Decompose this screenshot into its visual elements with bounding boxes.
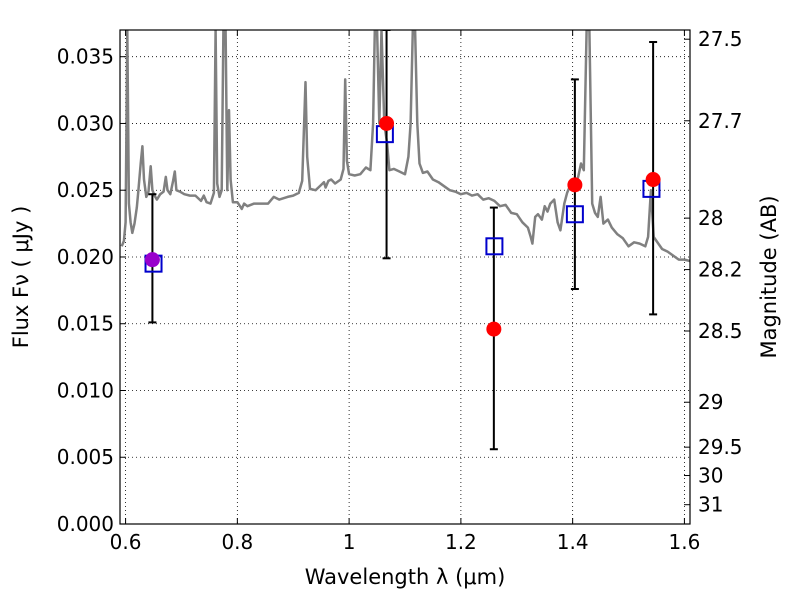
right-tick-label: 28 xyxy=(698,206,723,230)
x-tick-label: 1 xyxy=(343,530,356,554)
observed-point xyxy=(144,252,160,268)
right-tick-label: 27.5 xyxy=(698,27,743,51)
right-tick-label: 31 xyxy=(698,493,723,517)
y-tick-label: 0.030 xyxy=(57,111,114,135)
observed-point xyxy=(379,115,395,131)
right-tick-label: 28.5 xyxy=(698,319,743,343)
x-axis: 0.6 0.8 1 1.2 1.4 1.6 xyxy=(110,30,701,554)
right-tick-label: 29.5 xyxy=(698,435,743,459)
observed-layer xyxy=(144,115,661,337)
spectrum-layer xyxy=(120,30,690,263)
y-tick-label: 0.015 xyxy=(57,312,114,336)
y-tick-label: 0.010 xyxy=(57,378,114,402)
y-axis-label-left: Flux Fν ( μJy ) xyxy=(9,206,33,349)
x-tick-label: 1.4 xyxy=(557,530,589,554)
plot-frame xyxy=(119,29,691,525)
y-tick-label: 0.020 xyxy=(57,245,114,269)
grid xyxy=(120,30,690,525)
error-bar-layer xyxy=(148,30,658,451)
y-tick-label: 0.000 xyxy=(57,512,114,536)
model-point xyxy=(485,237,504,256)
x-tick-label: 1.2 xyxy=(445,530,477,554)
x-axis-label: Wavelength λ (μm) xyxy=(305,565,506,589)
right-tick-label: 27.7 xyxy=(698,109,743,133)
y-axis-right: 27.5 27.7 28 28.2 28.5 29 29.5 30 31 xyxy=(684,27,743,517)
y-tick-label: 0.035 xyxy=(57,45,114,69)
observed-point xyxy=(645,172,661,188)
x-tick-label: 0.8 xyxy=(221,530,253,554)
y-axis-label-right: Magnitude (AB) xyxy=(757,195,781,358)
y-axis-left: 0.000 0.005 0.010 0.015 0.020 0.025 0.030 0.035 xyxy=(57,45,126,536)
right-tick-label: 30 xyxy=(698,464,723,488)
y-tick-label: 0.025 xyxy=(57,178,114,202)
observed-point xyxy=(567,177,583,193)
model-point xyxy=(565,205,584,224)
right-tick-label: 29 xyxy=(698,390,723,414)
spectrum-line xyxy=(120,30,690,263)
right-tick-label: 28.2 xyxy=(698,258,743,282)
x-tick-label: 1.6 xyxy=(669,530,701,554)
observed-point xyxy=(486,321,502,337)
y-tick-label: 0.005 xyxy=(57,445,114,469)
x-tick-label: 0.6 xyxy=(110,530,142,554)
